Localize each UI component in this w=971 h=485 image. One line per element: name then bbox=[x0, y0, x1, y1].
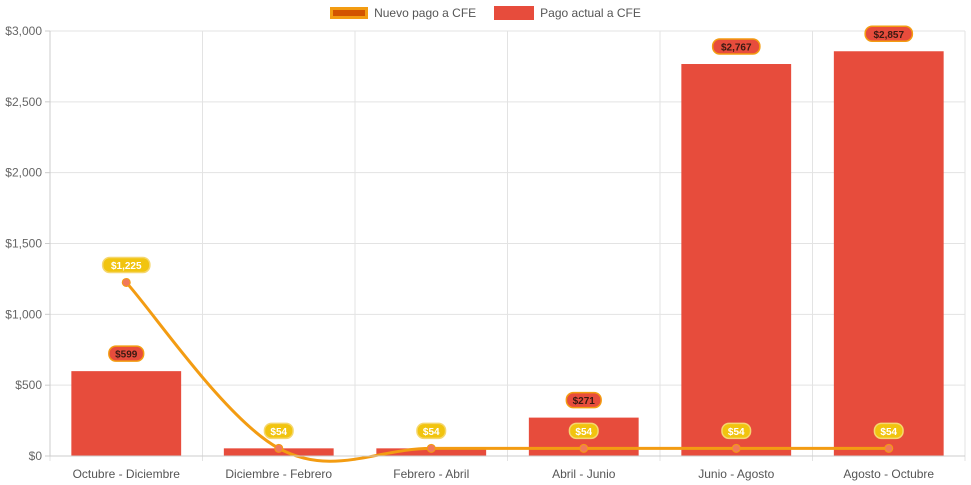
data-label-bg bbox=[108, 345, 145, 362]
data-label-bg bbox=[416, 422, 447, 440]
data-label-text: $54 bbox=[270, 427, 287, 438]
line-data-label: $54 bbox=[873, 422, 904, 440]
data-label-text: $54 bbox=[575, 427, 592, 438]
data-label-bg bbox=[565, 391, 602, 409]
legend-swatch-bar bbox=[494, 6, 535, 20]
x-tick-label: Octubre - Diciembre bbox=[73, 467, 181, 481]
bar bbox=[681, 64, 792, 456]
x-tick-label: Junio - Agosto bbox=[698, 467, 774, 481]
data-label-text: $271 bbox=[573, 396, 596, 407]
line-point bbox=[426, 443, 436, 453]
line-data-label: $54 bbox=[263, 422, 294, 440]
bar-data-label: $2,857 bbox=[864, 25, 914, 43]
line-data-label: $1,225 bbox=[101, 256, 151, 274]
y-tick-label: $1,000 bbox=[5, 307, 42, 321]
data-label-bg bbox=[101, 256, 151, 274]
legend-swatch-line bbox=[330, 7, 369, 19]
data-label-bg bbox=[263, 422, 294, 440]
data-label-bg bbox=[873, 422, 904, 440]
y-tick-label: $3,000 bbox=[5, 24, 42, 38]
legend-label-pago-actual: Pago actual a CFE bbox=[540, 6, 641, 20]
bar bbox=[833, 51, 944, 457]
bar-data-label: $599 bbox=[108, 345, 145, 362]
y-tick-label: $1,500 bbox=[5, 237, 42, 251]
line-point bbox=[884, 443, 894, 453]
y-tick-label: $2,500 bbox=[5, 95, 42, 109]
line-point bbox=[579, 443, 589, 453]
x-tick-label: Abril - Junio bbox=[552, 467, 616, 481]
data-label-text: $2,857 bbox=[873, 30, 904, 41]
data-label-text: $54 bbox=[728, 427, 745, 438]
line-point bbox=[274, 443, 284, 453]
x-tick-label: Agosto - Octubre bbox=[843, 467, 934, 481]
data-label-text: $2,767 bbox=[721, 43, 752, 54]
legend-item-nuevo-pago[interactable]: Nuevo pago a CFE bbox=[330, 6, 476, 20]
data-label-text: $54 bbox=[423, 427, 440, 438]
bar-data-label: $2,767 bbox=[711, 38, 761, 55]
line-data-label: $54 bbox=[568, 422, 599, 440]
data-label-text: $54 bbox=[880, 427, 897, 438]
data-label-bg bbox=[864, 25, 914, 43]
x-tick-label: Diciembre - Febrero bbox=[225, 467, 332, 481]
legend: Nuevo pago a CFE Pago actual a CFE bbox=[0, 6, 971, 20]
bar-data-label: $271 bbox=[565, 391, 602, 409]
legend-item-pago-actual[interactable]: Pago actual a CFE bbox=[494, 6, 641, 20]
y-tick-label: $0 bbox=[29, 449, 43, 463]
data-label-bg bbox=[711, 38, 761, 55]
line-point bbox=[121, 277, 131, 287]
line-point bbox=[731, 443, 741, 453]
data-label-text: $599 bbox=[115, 350, 138, 361]
data-label-bg bbox=[721, 422, 752, 440]
data-label-text: $1,225 bbox=[111, 261, 142, 272]
bar bbox=[71, 371, 182, 456]
y-tick-label: $2,000 bbox=[5, 166, 42, 180]
line-data-label: $54 bbox=[416, 422, 447, 440]
legend-label-nuevo-pago: Nuevo pago a CFE bbox=[374, 6, 477, 20]
x-tick-label: Febrero - Abril bbox=[393, 467, 469, 481]
line-data-label: $54 bbox=[721, 422, 752, 440]
series-line bbox=[125, 281, 889, 463]
y-tick-label: $500 bbox=[15, 378, 42, 392]
data-label-bg bbox=[568, 422, 599, 440]
